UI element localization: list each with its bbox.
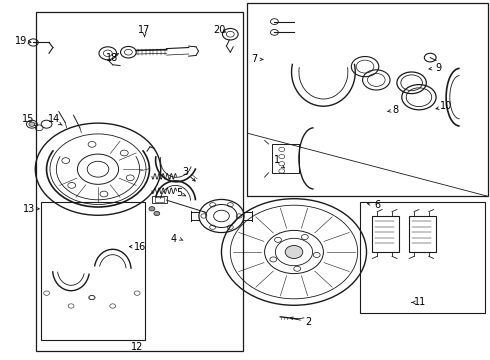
Circle shape <box>285 246 303 258</box>
Bar <box>360 202 485 313</box>
Text: 3: 3 <box>182 167 188 177</box>
Bar <box>409 216 436 252</box>
Bar <box>247 3 488 196</box>
Text: 17: 17 <box>138 25 151 35</box>
Circle shape <box>154 211 160 216</box>
Text: 9: 9 <box>436 63 441 73</box>
Text: 12: 12 <box>131 342 144 352</box>
Text: 18: 18 <box>106 53 118 63</box>
Text: 16: 16 <box>133 242 146 252</box>
Text: 14: 14 <box>48 114 60 124</box>
Bar <box>36 12 243 351</box>
Text: 8: 8 <box>393 105 399 115</box>
Text: 5: 5 <box>176 188 182 198</box>
Bar <box>152 196 167 203</box>
Text: 7: 7 <box>251 54 257 64</box>
Text: 2: 2 <box>306 317 312 327</box>
Circle shape <box>29 122 35 126</box>
Bar <box>41 202 145 340</box>
Text: 10: 10 <box>440 101 452 111</box>
Text: 11: 11 <box>414 297 426 307</box>
Bar <box>372 216 399 252</box>
Text: 4: 4 <box>171 234 177 244</box>
Bar <box>272 144 299 173</box>
Bar <box>155 197 164 202</box>
Text: 6: 6 <box>374 200 380 210</box>
Text: 20: 20 <box>213 25 226 35</box>
Text: 1: 1 <box>274 155 280 165</box>
Circle shape <box>149 207 155 211</box>
Text: 15: 15 <box>22 114 35 124</box>
Text: 13: 13 <box>24 204 36 214</box>
Text: 19: 19 <box>15 36 27 46</box>
